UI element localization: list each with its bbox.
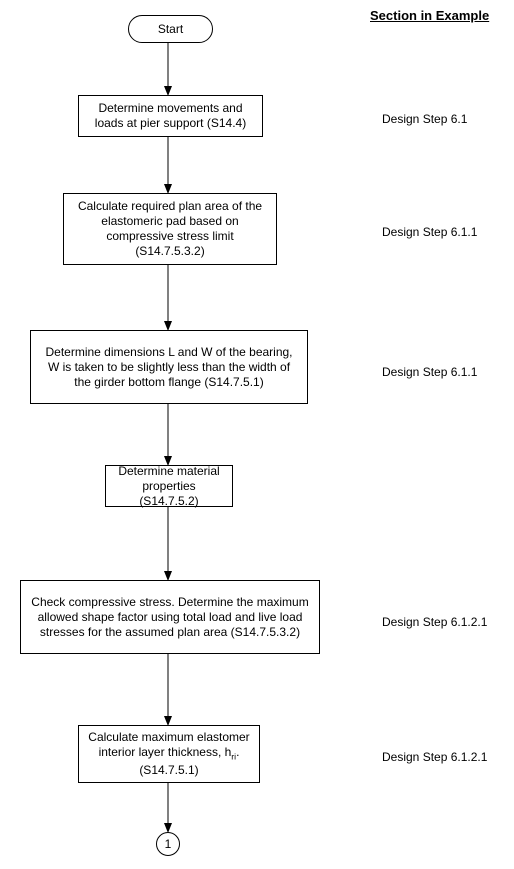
flowchart-canvas: Section in Example Design Step 6.1 Desig… [0,0,514,869]
arrow-1 [0,0,514,869]
off-page-connector: 1 [156,832,180,856]
